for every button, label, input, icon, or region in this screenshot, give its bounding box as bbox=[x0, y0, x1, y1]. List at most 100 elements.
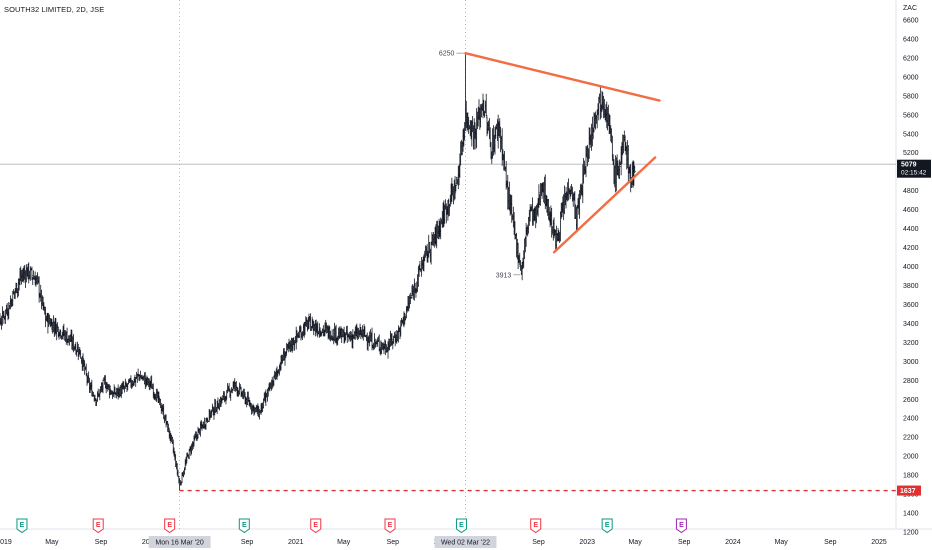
crosshair-date-label: Mon 16 Mar '20 bbox=[155, 540, 204, 547]
x-tick-label: May bbox=[628, 539, 642, 546]
ohlc-bar bbox=[8, 304, 11, 310]
y-tick-label: 6200 bbox=[903, 55, 919, 62]
earnings-event-letter: E bbox=[679, 522, 684, 529]
ohlc-bar bbox=[93, 394, 97, 401]
ohlc-bar bbox=[150, 375, 153, 390]
earnings-event-icon: E bbox=[601, 518, 613, 534]
ohlc-bar bbox=[176, 469, 180, 477]
y-tick-label: 2000 bbox=[903, 454, 919, 461]
ohlc-bar bbox=[366, 336, 370, 351]
earnings-event-letter: E bbox=[388, 522, 393, 529]
earnings-event-letter: E bbox=[242, 522, 247, 529]
y-tick-label: 3600 bbox=[903, 302, 919, 309]
ohlc-bar bbox=[7, 302, 10, 319]
last-price-box bbox=[897, 159, 931, 178]
ohlc-bar bbox=[111, 390, 114, 399]
y-tick-label: 3800 bbox=[903, 283, 919, 290]
currency-label: ZAC bbox=[903, 5, 917, 12]
ohlc-bar bbox=[633, 165, 636, 173]
earnings-event-icon: E bbox=[310, 518, 322, 534]
ohlc-bar bbox=[157, 391, 160, 403]
x-tick-label: Sep bbox=[824, 539, 837, 546]
earnings-event-letter: E bbox=[96, 522, 101, 529]
earnings-event-letter: E bbox=[167, 522, 172, 529]
y-tick-label: 6000 bbox=[903, 74, 919, 81]
y-tick-label: 4400 bbox=[903, 226, 919, 233]
ohlc-bar bbox=[331, 329, 334, 342]
earnings-event-icon: E bbox=[384, 518, 396, 534]
y-tick-label: 4600 bbox=[903, 207, 919, 214]
earnings-event-icon: E bbox=[455, 518, 467, 534]
ohlc-bar bbox=[510, 195, 513, 223]
y-tick-label: 1400 bbox=[903, 511, 919, 518]
earnings-event-letter: E bbox=[533, 522, 538, 529]
countdown-label: 02:15:42 bbox=[901, 170, 927, 177]
x-tick-label: Sep bbox=[241, 539, 254, 546]
ohlc-bar bbox=[596, 109, 599, 129]
y-tick-label: 1800 bbox=[903, 473, 919, 480]
ohlc-bar bbox=[537, 184, 540, 208]
ohlc-bar bbox=[439, 217, 442, 240]
support-price-label: 1637 bbox=[900, 488, 916, 495]
earnings-event-letter: E bbox=[459, 522, 464, 529]
y-tick-label: 2600 bbox=[903, 397, 919, 404]
earnings-event-icon: E bbox=[238, 518, 250, 534]
ohlc-bar bbox=[58, 329, 61, 337]
y-tick-label: 5600 bbox=[903, 112, 919, 119]
ohlc-bar bbox=[378, 334, 381, 352]
x-tick-label: 2019 bbox=[0, 539, 12, 546]
x-tick-label: 2023 bbox=[579, 539, 595, 546]
y-tick-label: 5400 bbox=[903, 131, 919, 138]
chart-title: SOUTH32 LIMITED, 2D, JSE bbox=[4, 5, 105, 14]
crosshair-date-box bbox=[148, 536, 211, 548]
ohlc-bar bbox=[109, 385, 112, 396]
y-tick-label: 5800 bbox=[903, 93, 919, 100]
earnings-event-letter: E bbox=[20, 522, 25, 529]
ohlc-bar bbox=[106, 383, 109, 392]
ohlc-bar bbox=[485, 93, 488, 117]
ohlc-bar bbox=[224, 395, 228, 405]
ohlc-bar bbox=[101, 379, 105, 394]
crosshair-date-box bbox=[434, 536, 497, 548]
y-tick-label: 3400 bbox=[903, 321, 919, 328]
y-tick-label: 6400 bbox=[903, 36, 919, 43]
low-label: 3913 bbox=[496, 272, 512, 279]
x-tick-label: 2025 bbox=[871, 539, 887, 546]
ohlc-bar bbox=[414, 282, 417, 294]
y-tick-label: 6600 bbox=[903, 18, 919, 25]
trendline-upper bbox=[464, 52, 661, 102]
y-tick-label: 2400 bbox=[903, 416, 919, 423]
earnings-event-letter: E bbox=[313, 522, 318, 529]
ohlc-bar bbox=[81, 353, 85, 371]
ohlc-bar bbox=[268, 381, 271, 392]
x-tick-label: 2021 bbox=[288, 539, 304, 546]
trendline-lower bbox=[552, 156, 657, 254]
ohlc-bar bbox=[477, 99, 481, 120]
x-tick-label: Sep bbox=[387, 539, 400, 546]
last-price-label: 5079 bbox=[901, 162, 917, 169]
ohlc-bar bbox=[167, 423, 170, 433]
y-tick-label: 1200 bbox=[903, 530, 919, 537]
x-tick-label: May bbox=[337, 539, 351, 546]
y-tick-label: 5200 bbox=[903, 150, 919, 157]
ohlc-bar bbox=[453, 176, 457, 200]
ohlc-bar bbox=[454, 185, 457, 192]
earnings-event-icon: E bbox=[675, 518, 687, 534]
ohlc-bar bbox=[144, 372, 147, 389]
x-tick-label: Sep bbox=[678, 539, 691, 546]
x-tick-label: Sep bbox=[532, 539, 545, 546]
ohlc-bar bbox=[299, 326, 303, 341]
earnings-event-icon: E bbox=[92, 518, 104, 534]
y-tick-label: 2800 bbox=[903, 378, 919, 385]
earnings-event-icon: E bbox=[164, 518, 176, 534]
ohlc-bar bbox=[236, 387, 240, 397]
crosshair-date-label: Wed 02 Mar '22 bbox=[441, 540, 490, 547]
ohlc-bar bbox=[260, 402, 263, 413]
y-tick-label: 4200 bbox=[903, 245, 919, 252]
x-tick-label: 2024 bbox=[725, 539, 741, 546]
earnings-event-icon: E bbox=[16, 518, 28, 534]
y-tick-label: 3200 bbox=[903, 340, 919, 347]
y-tick-label: 4800 bbox=[903, 188, 919, 195]
earnings-event-icon: E bbox=[530, 518, 542, 534]
